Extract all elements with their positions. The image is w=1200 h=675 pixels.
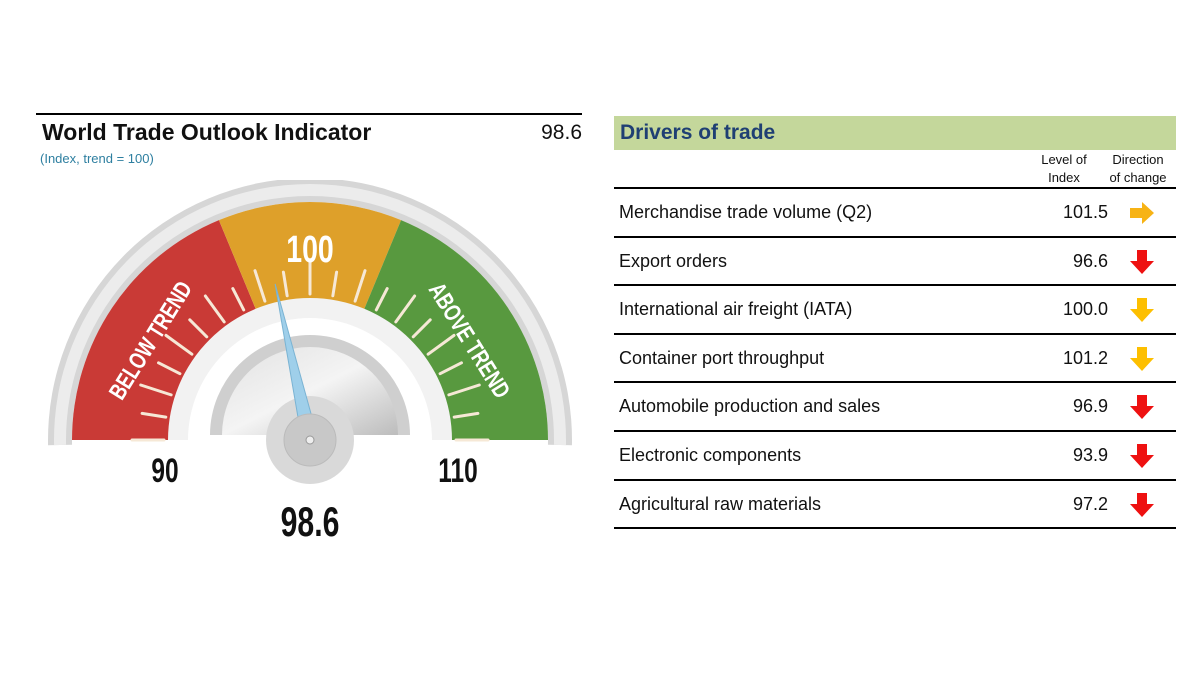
gauge-tick bbox=[164, 333, 194, 356]
driver-value: 96.6 bbox=[1072, 251, 1108, 271]
driver-label: International air freight (IATA) bbox=[619, 299, 853, 319]
gauge-tick bbox=[188, 318, 209, 339]
driver-value: 93.9 bbox=[1072, 445, 1108, 465]
gauge-tick bbox=[203, 294, 226, 324]
arrow-down-icon bbox=[1130, 395, 1154, 419]
table-row: Electronic components 93.9 bbox=[614, 431, 1176, 479]
arrow-down-icon bbox=[1130, 493, 1154, 517]
arrow-down-icon bbox=[1130, 250, 1154, 274]
gauge-inner-ring bbox=[168, 298, 452, 440]
driver-value: 101.2 bbox=[1062, 348, 1108, 368]
drivers-header-bar bbox=[614, 116, 1176, 150]
gauge-tick bbox=[374, 287, 389, 312]
row-divider bbox=[614, 284, 1176, 286]
gauge-tick bbox=[253, 269, 267, 303]
gauge-tick bbox=[438, 361, 463, 376]
indicator-title: World Trade Outlook Indicator bbox=[42, 119, 372, 145]
gauge-zone-3 bbox=[363, 220, 548, 440]
indicator-value: 98.6 bbox=[541, 121, 582, 144]
arrow-down-icon bbox=[1130, 444, 1154, 468]
gauge-tick bbox=[139, 383, 173, 397]
table-row: Agricultural raw materials 97.2 bbox=[614, 480, 1176, 528]
gauge-tick bbox=[353, 269, 367, 303]
column-header-direction-line2: of change bbox=[1109, 170, 1167, 185]
driver-value: 101.5 bbox=[1062, 202, 1108, 222]
gauge-tick bbox=[452, 411, 480, 419]
row-divider bbox=[614, 381, 1176, 383]
arrow-down-icon bbox=[1130, 347, 1154, 371]
driver-value: 100.0 bbox=[1062, 299, 1108, 319]
gauge-tick bbox=[426, 333, 456, 356]
row-divider bbox=[614, 333, 1176, 335]
row-divider bbox=[614, 187, 1176, 189]
table-row: International air freight (IATA) 100.0 bbox=[614, 285, 1176, 333]
table-row: Container port throughput 101.2 bbox=[614, 334, 1176, 382]
driver-label: Export orders bbox=[619, 251, 728, 271]
gauge-zone-2 bbox=[218, 202, 402, 311]
column-header-level-line1: Level of bbox=[1041, 152, 1087, 167]
column-header-direction-line1: Direction bbox=[1112, 152, 1164, 167]
gauge-tick bbox=[157, 361, 182, 376]
gauge-zone-1 bbox=[72, 220, 257, 440]
row-divider bbox=[614, 236, 1176, 238]
driver-label: Electronic components bbox=[619, 445, 802, 465]
driver-value: 96.9 bbox=[1072, 396, 1108, 416]
gauge-tick bbox=[281, 270, 289, 298]
gauge-tick bbox=[411, 318, 432, 339]
gauge-value-label: 98.6 bbox=[281, 498, 340, 545]
arrow-right-icon bbox=[1130, 202, 1154, 224]
gauge-center-label: 100 bbox=[286, 229, 334, 271]
row-divider bbox=[614, 479, 1176, 481]
table-row: Automobile production and sales 96.9 bbox=[614, 382, 1176, 430]
driver-label: Container port throughput bbox=[619, 348, 825, 368]
indicator-subtitle: (Index, trend = 100) bbox=[40, 151, 154, 166]
gauge-tick bbox=[394, 294, 417, 324]
column-header-level-line2: Index bbox=[1048, 170, 1080, 185]
gauge-hub bbox=[222, 347, 398, 435]
gauge-tick bbox=[331, 270, 339, 298]
arrow-down-icon bbox=[1130, 298, 1154, 322]
gauge-knob-center bbox=[305, 435, 315, 445]
gauge-max-label: 110 bbox=[438, 452, 477, 490]
gauge-tick bbox=[140, 411, 168, 419]
table-row: Merchandise trade volume (Q2) 101.5 bbox=[614, 188, 1176, 236]
table-row: Export orders 96.6 bbox=[614, 237, 1176, 285]
column-header-level: Level of Index bbox=[1034, 151, 1094, 187]
gauge-tick bbox=[231, 287, 246, 312]
title-rule bbox=[36, 113, 582, 115]
gauge-min-label: 90 bbox=[151, 452, 178, 490]
row-divider bbox=[614, 527, 1176, 529]
row-divider bbox=[614, 430, 1176, 432]
drivers-title: Drivers of trade bbox=[620, 121, 776, 144]
driver-value: 97.2 bbox=[1072, 494, 1108, 514]
driver-label: Merchandise trade volume (Q2) bbox=[619, 202, 873, 222]
driver-label: Automobile production and sales bbox=[619, 396, 881, 416]
driver-label: Agricultural raw materials bbox=[619, 494, 822, 514]
gauge-tick bbox=[447, 383, 481, 397]
column-header-direction: Direction of change bbox=[1100, 151, 1176, 187]
